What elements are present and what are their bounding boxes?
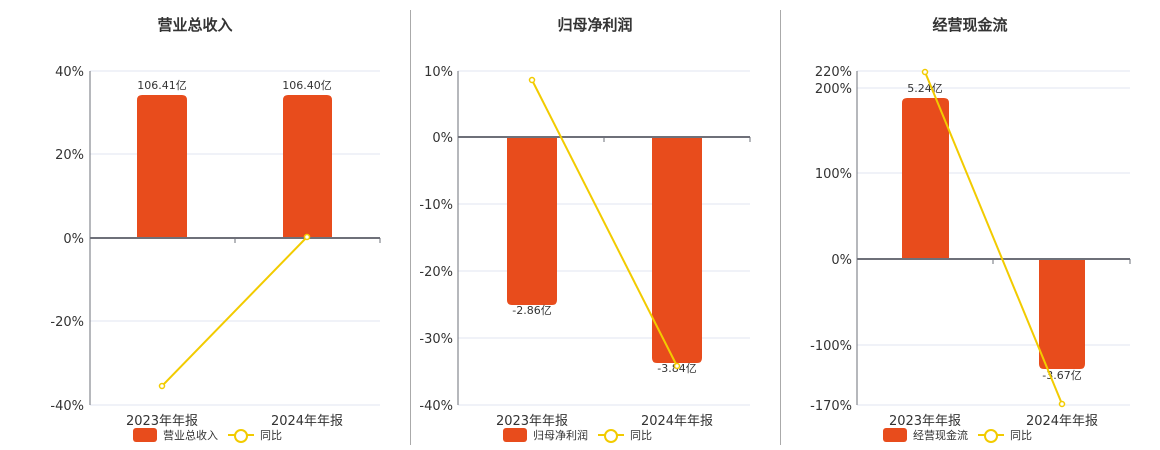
bar-value-label: 106.41亿 <box>137 79 187 92</box>
legend-line-label[interactable]: 同比 <box>630 429 652 442</box>
chart-panel-revenue: 营业总收入 40% 20% 0% -20% -40% 106.41亿 106.4… <box>0 0 410 450</box>
legend-bar-swatch[interactable] <box>133 428 157 442</box>
legend-bar-label[interactable]: 营业总收入 <box>163 429 218 442</box>
y-tick-label: 10% <box>424 65 453 80</box>
bar-value-label: 5.24亿 <box>907 82 943 95</box>
legend-line-icon[interactable] <box>598 428 624 443</box>
panel-divider <box>780 10 781 445</box>
y-tick-label: -40% <box>419 399 453 414</box>
bar-2024[interactable] <box>1039 259 1085 369</box>
legend-bar-swatch[interactable] <box>883 428 907 442</box>
chart-panel-operating-cash-flow: 经营现金流 220% 200% 100% 0% -100% -170% 5.24… <box>780 0 1160 450</box>
legend-bar-label[interactable]: 归母净利润 <box>533 429 588 442</box>
bar-2023[interactable] <box>137 95 187 238</box>
legend-bar-label[interactable]: 经营现金流 <box>913 429 968 442</box>
bar-2024[interactable] <box>652 137 702 363</box>
chart-title: 经营现金流 <box>932 16 1008 34</box>
y-tick-label: -170% <box>810 399 852 414</box>
yoy-point[interactable] <box>158 382 166 390</box>
legend: 归母净利润 同比 <box>503 427 652 443</box>
legend-line-label[interactable]: 同比 <box>1010 429 1032 442</box>
chart-plot: 220% 200% 100% 0% -100% -170% 5.24亿 -3.6… <box>810 65 1131 429</box>
y-tick-label: 0% <box>831 253 852 268</box>
bar-2024[interactable] <box>283 95 332 238</box>
legend: 营业总收入 同比 <box>133 427 282 443</box>
y-tick-label: 40% <box>55 65 84 80</box>
bar-2023[interactable] <box>902 98 949 259</box>
chart-plot: 40% 20% 0% -20% -40% 106.41亿 106.40亿 202… <box>50 65 381 429</box>
x-tick-label: 2023年年报 <box>496 414 568 429</box>
legend: 经营现金流 同比 <box>883 427 1032 443</box>
y-tick-label: 100% <box>815 167 852 182</box>
chart-plot: 10% 0% -10% -20% -30% -40% -2.86亿 -3.84亿… <box>419 65 751 429</box>
y-tick-label: 20% <box>55 148 84 163</box>
bar-value-label: -2.86亿 <box>512 304 551 317</box>
x-tick-label: 2024年年报 <box>271 414 343 429</box>
yoy-line <box>531 79 678 367</box>
y-tick-label: -100% <box>810 339 852 354</box>
y-tick-label: 0% <box>63 232 84 247</box>
chart-title: 营业总收入 <box>157 16 233 34</box>
chart-title: 归母净利润 <box>557 16 633 34</box>
y-tick-label: -20% <box>50 315 84 330</box>
panel-divider <box>410 10 411 445</box>
x-tick-label: 2024年年报 <box>641 414 713 429</box>
yoy-point[interactable] <box>1058 400 1066 408</box>
legend-line-icon[interactable] <box>228 428 254 443</box>
bar-2023[interactable] <box>507 137 557 305</box>
yoy-line <box>924 71 1063 405</box>
legend-bar-swatch[interactable] <box>503 428 527 442</box>
bar-value-label: 106.40亿 <box>282 79 332 92</box>
y-tick-label: -10% <box>419 198 453 213</box>
legend-line-label[interactable]: 同比 <box>260 429 282 442</box>
x-tick-label: 2023年年报 <box>126 414 198 429</box>
chart-panel-net-profit: 归母净利润 10% 0% -10% -20% -30% -40% -2.86亿 … <box>410 0 780 450</box>
yoy-point[interactable] <box>921 68 929 76</box>
y-tick-label: -30% <box>419 332 453 347</box>
y-tick-label: -40% <box>50 399 84 414</box>
yoy-line <box>161 236 308 387</box>
x-tick-label: 2024年年报 <box>1026 414 1098 429</box>
x-tick-label: 2023年年报 <box>889 414 961 429</box>
yoy-point[interactable] <box>303 233 311 241</box>
yoy-point[interactable] <box>528 76 536 84</box>
y-tick-label: -20% <box>419 265 453 280</box>
y-tick-label: 200% <box>815 82 852 97</box>
legend-line-icon[interactable] <box>978 428 1004 443</box>
y-tick-label: 0% <box>432 131 453 146</box>
y-tick-label: 220% <box>815 65 852 80</box>
yoy-point[interactable] <box>673 362 681 370</box>
